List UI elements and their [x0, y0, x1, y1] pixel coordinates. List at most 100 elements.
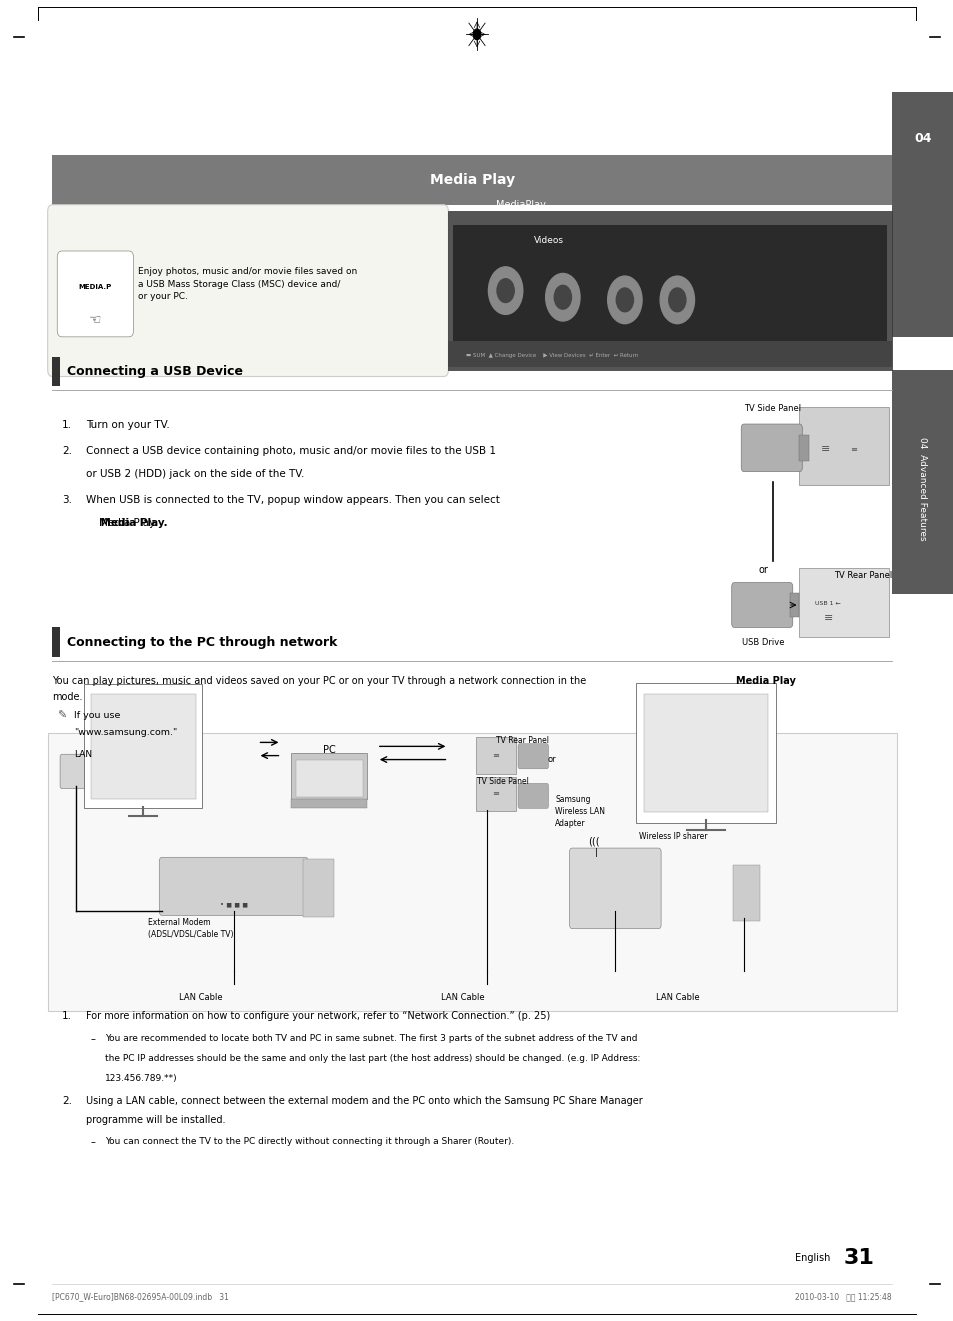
FancyBboxPatch shape [789, 593, 799, 617]
Circle shape [488, 267, 522, 314]
Text: LAN Cable: LAN Cable [440, 993, 484, 1003]
FancyBboxPatch shape [569, 848, 660, 929]
FancyBboxPatch shape [303, 859, 334, 917]
Text: MediaPlay: MediaPlay [496, 199, 545, 210]
Circle shape [659, 276, 694, 324]
Text: LAN Cable: LAN Cable [178, 993, 222, 1003]
Text: Wireless IP sharer: Wireless IP sharer [639, 832, 707, 841]
Text: –: – [91, 1034, 95, 1045]
FancyBboxPatch shape [453, 225, 886, 343]
Text: LAN Cable: LAN Cable [655, 993, 699, 1003]
Text: Enjoy photos, music and/or movie files saved on
a USB Mass Storage Class (MSC) d: Enjoy photos, music and/or movie files s… [138, 267, 357, 301]
FancyBboxPatch shape [476, 737, 516, 774]
Text: 31: 31 [842, 1247, 873, 1268]
Text: You can play pictures, music and videos saved on your PC or on your TV through a: You can play pictures, music and videos … [52, 676, 589, 687]
Circle shape [616, 288, 633, 312]
Text: or USB 2 (HDD) jack on the side of the TV.: or USB 2 (HDD) jack on the side of the T… [86, 469, 304, 480]
Text: MEDIA.P: MEDIA.P [79, 284, 112, 289]
FancyBboxPatch shape [60, 754, 88, 789]
Text: Media Play: Media Play [429, 173, 515, 186]
Text: ≡: ≡ [849, 445, 857, 453]
FancyBboxPatch shape [448, 341, 891, 367]
Text: 2.: 2. [62, 1096, 71, 1107]
FancyBboxPatch shape [48, 733, 896, 1011]
FancyBboxPatch shape [291, 753, 367, 799]
Text: 1.: 1. [62, 1011, 71, 1021]
Text: TV Rear Panel: TV Rear Panel [833, 571, 891, 580]
Text: ≡: ≡ [492, 790, 499, 798]
Text: ≡: ≡ [822, 613, 832, 624]
FancyBboxPatch shape [731, 583, 792, 627]
FancyBboxPatch shape [517, 783, 548, 808]
FancyBboxPatch shape [91, 694, 195, 799]
Text: LAN: LAN [74, 750, 92, 760]
Text: |: | [594, 848, 598, 857]
Text: Connecting a USB Device: Connecting a USB Device [67, 365, 242, 378]
Text: You can connect the TV to the PC directly without connecting it through a Sharer: You can connect the TV to the PC directl… [105, 1137, 514, 1147]
Text: "www.samsung.com.": "www.samsung.com." [74, 728, 177, 737]
Text: or: or [546, 756, 556, 764]
FancyBboxPatch shape [732, 865, 760, 921]
FancyBboxPatch shape [636, 683, 775, 823]
Text: 2.: 2. [62, 446, 71, 457]
FancyBboxPatch shape [52, 627, 60, 657]
Text: 04: 04 [913, 132, 931, 145]
Text: Media Play.: Media Play. [86, 518, 168, 528]
FancyBboxPatch shape [159, 857, 308, 915]
Text: Media Play.: Media Play. [86, 518, 157, 528]
Text: When USB is connected to the TV, popup window appears. Then you can select: When USB is connected to the TV, popup w… [86, 495, 499, 506]
Circle shape [473, 29, 480, 40]
Text: Samsung
Wireless LAN
Adapter: Samsung Wireless LAN Adapter [555, 795, 604, 828]
Text: 3.: 3. [62, 495, 71, 506]
FancyBboxPatch shape [48, 205, 448, 376]
Text: If you use: If you use [74, 711, 124, 720]
FancyBboxPatch shape [799, 407, 888, 485]
Text: Turn on your TV.: Turn on your TV. [86, 420, 170, 431]
Circle shape [668, 288, 685, 312]
Circle shape [545, 273, 579, 321]
FancyBboxPatch shape [448, 211, 891, 370]
Text: 04  Advanced Features: 04 Advanced Features [918, 437, 926, 540]
FancyBboxPatch shape [295, 760, 362, 797]
Text: [PC670_W-Euro]BN68-02695A-00L09.indb   31: [PC670_W-Euro]BN68-02695A-00L09.indb 31 [52, 1292, 229, 1301]
FancyBboxPatch shape [799, 568, 888, 637]
Text: 123.456.789.**): 123.456.789.**) [105, 1074, 177, 1083]
Text: For more information on how to configure your network, refer to “Network Connect: For more information on how to configure… [86, 1011, 550, 1021]
Text: 2010-03-10   오전 11:25:48: 2010-03-10 오전 11:25:48 [795, 1292, 891, 1301]
Text: External Modem
(ADSL/VDSL/Cable TV): External Modem (ADSL/VDSL/Cable TV) [148, 918, 233, 939]
Text: or: or [758, 565, 767, 576]
FancyBboxPatch shape [84, 684, 202, 808]
Text: TV Side Panel: TV Side Panel [476, 777, 528, 786]
Circle shape [554, 285, 571, 309]
Text: • ◼ ◼ ◼: • ◼ ◼ ◼ [219, 902, 248, 908]
Text: TV Side Panel: TV Side Panel [743, 404, 801, 413]
FancyBboxPatch shape [476, 777, 516, 811]
FancyBboxPatch shape [52, 155, 891, 205]
FancyBboxPatch shape [517, 744, 548, 769]
Text: programme will be installed.: programme will be installed. [86, 1115, 225, 1125]
FancyBboxPatch shape [52, 357, 60, 386]
Text: 1.: 1. [62, 420, 71, 431]
Text: Media Play: Media Play [736, 676, 796, 687]
FancyBboxPatch shape [643, 694, 767, 812]
FancyBboxPatch shape [891, 337, 953, 370]
Text: Connecting to the PC through network: Connecting to the PC through network [67, 635, 336, 649]
FancyBboxPatch shape [57, 251, 133, 337]
Text: mode.: mode. [52, 692, 83, 703]
Text: ✎: ✎ [57, 711, 67, 721]
Text: ≡: ≡ [492, 752, 499, 760]
Circle shape [607, 276, 641, 324]
FancyBboxPatch shape [740, 424, 801, 472]
Text: the PC IP addresses should be the same and only the last part (the host address): the PC IP addresses should be the same a… [105, 1054, 639, 1063]
FancyBboxPatch shape [291, 799, 367, 808]
Text: –: – [91, 1137, 95, 1148]
Text: English: English [794, 1252, 829, 1263]
Text: Connect a USB device containing photo, music and/or movie files to the USB 1: Connect a USB device containing photo, m… [86, 446, 496, 457]
Text: ☜: ☜ [89, 313, 102, 326]
Text: You are recommended to locate both TV and PC in same subnet. The first 3 parts o: You are recommended to locate both TV an… [105, 1034, 637, 1044]
Text: USB 1 ←: USB 1 ← [815, 601, 840, 606]
Text: USB Drive: USB Drive [741, 638, 783, 647]
Circle shape [497, 279, 514, 303]
FancyBboxPatch shape [799, 435, 808, 461]
Text: PC: PC [322, 745, 335, 756]
